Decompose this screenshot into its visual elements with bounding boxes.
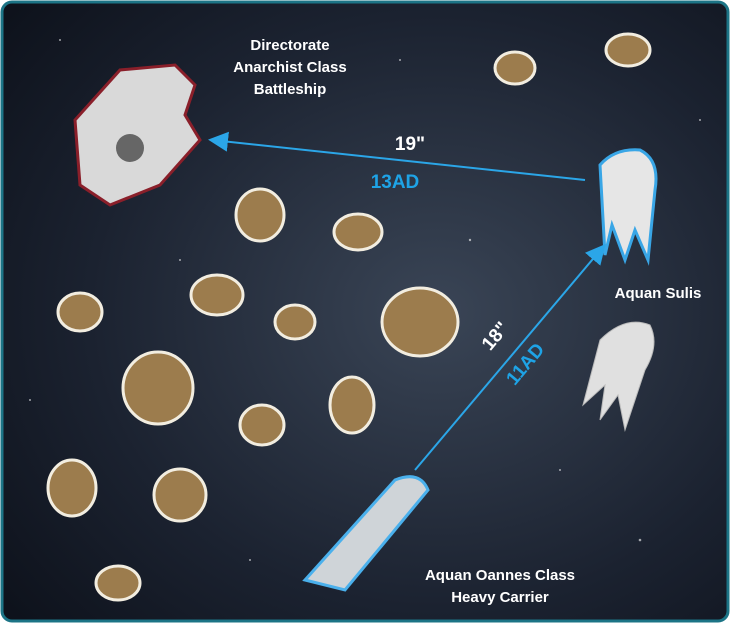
game-board: 19" 13AD 18" 11AD Directorate Anarchist … (0, 0, 730, 623)
ship-label: Heavy Carrier (451, 589, 549, 606)
aquan-sulis-model (600, 150, 656, 260)
ship-label: Directorate (250, 37, 329, 54)
battleship-detail (116, 134, 144, 162)
ship-label: Battleship (254, 81, 327, 98)
ship-label: Anarchist Class (233, 59, 346, 76)
ship-label: Aquan Oannes Class (425, 567, 575, 584)
ad-label: 13AD (371, 172, 420, 193)
ship-label: Aquan Sulis (615, 285, 702, 302)
distance-label: 19" (395, 134, 425, 155)
